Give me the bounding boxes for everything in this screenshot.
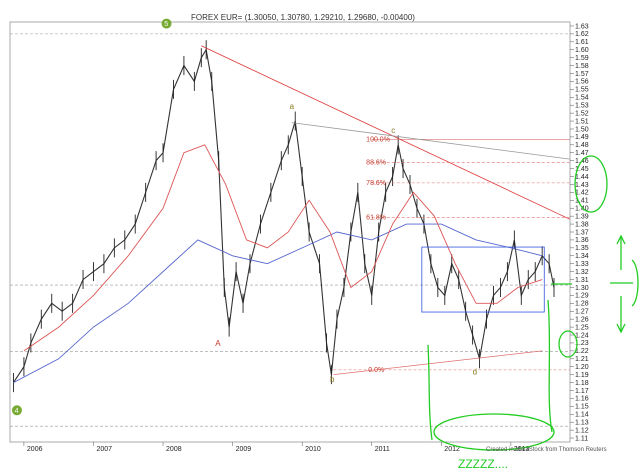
y-tick-15: 1.48 [575,142,589,149]
y-tick-13: 1.50 [575,126,589,133]
y-tick-19: 1.44 [575,174,589,181]
x-tick-2: 2008 [166,446,182,453]
plot-frame [9,21,571,443]
wave-marker-circle-4 [11,405,22,416]
y-tick-11: 1.52 [575,110,589,117]
y-tick-42: 1.21 [575,356,589,363]
consolidation-box [421,246,545,313]
fib-label-0: 100.0% [366,136,390,143]
y-tick-30: 1.33 [575,261,589,268]
y-tick-29: 1.34 [575,253,589,260]
annotation-arrow-down [616,296,626,334]
x-tick-7: 2013 [514,446,530,453]
y-tick-4: 1.59 [575,55,589,62]
y-tick-22: 1.41 [575,198,589,205]
chart-title: FOREX EUR= (1.30050, 1.30780, 1.29210, 1… [191,13,415,22]
y-tick-10: 1.53 [575,103,589,110]
y-tick-33: 1.30 [575,285,589,292]
y-tick-28: 1.35 [575,245,589,252]
moving-average-short [23,144,543,352]
trendline-2 [333,350,543,376]
y-tick-25: 1.38 [575,221,589,228]
y-tick-49: 1.14 [575,412,589,419]
wave-label-b: b [330,375,335,384]
y-tick-48: 1.15 [575,404,589,411]
wave-label-a: a [290,102,295,111]
y-tick-31: 1.32 [575,269,589,276]
y-tick-3: 1.60 [575,47,589,54]
y-tick-51: 1.12 [575,427,589,434]
x-tick-4: 2010 [305,446,321,453]
y-tick-45: 1.18 [575,380,589,387]
y-tick-18: 1.45 [575,166,589,173]
annotation-arrow-up [616,234,626,270]
annotation-circle-lower [558,330,578,358]
y-tick-9: 1.54 [575,95,589,102]
fib-label-3: 61.8% [366,215,386,222]
wave-marker-circle-5 [161,18,172,29]
handwritten-note: ZZZZZ.... [458,457,508,471]
y-tick-43: 1.20 [575,364,589,371]
y-tick-12: 1.51 [575,118,589,125]
y-tick-36: 1.27 [575,309,589,316]
fib-label-1: 88.6% [366,159,386,166]
y-tick-0: 1.63 [575,23,589,30]
y-tick-16: 1.47 [575,150,589,157]
y-tick-40: 1.23 [575,340,589,347]
y-tick-6: 1.57 [575,71,589,78]
wave-label-A: A [215,339,221,348]
wave-label-c: c [391,126,395,135]
annotation-line-right [547,299,553,433]
y-tick-8: 1.55 [575,87,589,94]
y-tick-46: 1.17 [575,388,589,395]
y-tick-39: 1.24 [575,332,589,339]
y-tick-27: 1.36 [575,237,589,244]
chart-credit: Created in MetaStock from Thomson Reuter… [486,447,607,453]
x-tick-6: 2012 [444,446,460,453]
fib-label-4: 0.0% [368,367,384,374]
annotation-bracket [631,259,639,307]
trendline-0 [201,45,571,220]
y-tick-26: 1.37 [575,229,589,236]
y-tick-2: 1.61 [575,39,589,46]
y-tick-14: 1.49 [575,134,589,141]
fib-label-2: 78.6% [366,180,386,187]
y-tick-38: 1.25 [575,324,589,331]
y-tick-1: 1.62 [575,31,589,38]
y-tick-44: 1.19 [575,372,589,379]
y-tick-37: 1.26 [575,316,589,323]
trendline-1 [291,122,571,160]
annotation-line-left [427,344,433,441]
y-tick-7: 1.56 [575,79,589,86]
annotation-ellipse-bottom [433,413,555,451]
y-tick-20: 1.43 [575,182,589,189]
x-tick-3: 2009 [236,446,252,453]
y-tick-41: 1.22 [575,348,589,355]
y-tick-50: 1.13 [575,419,589,426]
y-tick-21: 1.42 [575,190,589,197]
moving-average-long [13,223,543,383]
y-tick-47: 1.16 [575,396,589,403]
wave-label-d: d [473,368,477,377]
wave-marker-4: 4 [15,408,19,415]
y-tick-24: 1.39 [575,213,589,220]
y-tick-34: 1.29 [575,293,589,300]
wave-marker-5: 5 [164,21,168,28]
y-tick-35: 1.28 [575,301,589,308]
y-tick-52: 1.11 [575,435,588,442]
y-tick-32: 1.31 [575,277,589,284]
y-tick-23: 1.40 [575,206,589,213]
x-tick-1: 2007 [96,446,112,453]
annotation-circle-upper [574,155,608,213]
x-tick-0: 2006 [27,446,43,453]
x-tick-5: 2011 [375,446,390,453]
y-tick-5: 1.58 [575,63,589,70]
